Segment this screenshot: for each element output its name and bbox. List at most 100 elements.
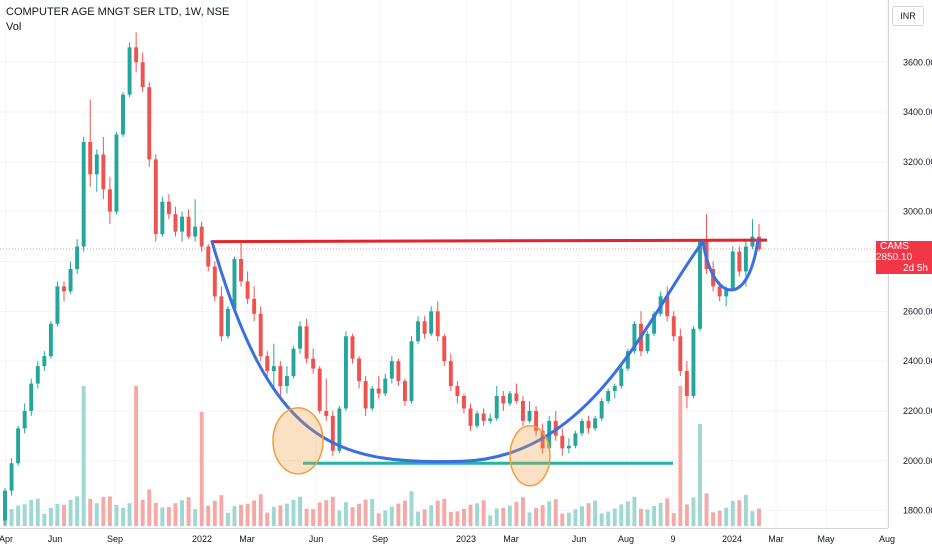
candle-body	[678, 336, 683, 372]
candle-body	[9, 463, 14, 491]
volume-bar	[383, 510, 388, 526]
candle-body	[3, 490, 7, 521]
y-tick-label: 2000.00	[903, 456, 932, 466]
volume-bar	[547, 501, 552, 526]
x-tick-label: Mar	[768, 534, 784, 544]
volume-bar	[632, 496, 637, 526]
candle-body	[730, 251, 735, 289]
volume-bar	[619, 504, 624, 526]
candle-body	[717, 286, 722, 297]
volume-bar	[324, 500, 329, 526]
candle-body	[481, 413, 486, 421]
price-tag-symbol: CAMS	[880, 241, 909, 253]
candle-body	[501, 396, 506, 404]
candle-body	[232, 259, 237, 309]
volume-bar	[311, 509, 316, 526]
candle-body	[245, 281, 250, 299]
volume-bar	[553, 499, 558, 526]
highlight-ellipse	[509, 425, 551, 487]
candle-body	[593, 418, 598, 429]
x-tick-label: 9	[670, 534, 675, 544]
candle-body	[396, 361, 401, 382]
last-price-tag: CAMS2850.10 2d 5h	[876, 241, 932, 275]
candle-body	[166, 201, 171, 215]
candle-body	[258, 313, 263, 357]
candle-body	[402, 381, 407, 401]
volume-bar	[55, 503, 60, 526]
candle-body	[743, 246, 748, 272]
volume-bar	[127, 503, 132, 526]
candle-body	[81, 141, 86, 247]
y-tick-label: 3200.00	[903, 157, 932, 167]
volume-bar	[475, 503, 480, 526]
candle-body	[298, 326, 303, 349]
candle-body	[291, 348, 296, 377]
volume-bar	[278, 505, 283, 526]
volume-bar	[507, 505, 512, 526]
volume-bar	[101, 497, 106, 526]
volume-bar	[599, 513, 604, 526]
volume-bar	[42, 513, 47, 526]
volume-bar	[199, 412, 204, 526]
candle-body	[140, 62, 145, 88]
candle-body	[199, 226, 204, 247]
candle-body	[435, 311, 440, 337]
candle-body	[580, 420, 584, 434]
volume-bar	[488, 515, 493, 526]
volume-bar	[357, 503, 362, 526]
volume-bar	[534, 508, 539, 526]
y-tick-label: 3600.00	[903, 57, 932, 67]
candle-body	[724, 288, 729, 297]
volume-bar	[291, 499, 296, 526]
volume-bar	[442, 498, 447, 526]
candle-body	[520, 400, 525, 421]
candle-body	[212, 266, 217, 297]
candle-body	[416, 321, 421, 342]
volume-bar	[153, 503, 158, 526]
volume-bar	[245, 503, 250, 526]
volume-bar	[62, 504, 66, 526]
volume-bar	[665, 498, 670, 526]
volume-bar	[448, 512, 453, 526]
candle-body	[304, 326, 309, 359]
x-tick-label: 2024	[722, 534, 742, 544]
candle-body	[429, 311, 434, 334]
chart-header: COMPUTER AGE MNGT SER LTD, 1W, NSE Vol	[6, 6, 229, 33]
candle-body	[612, 386, 617, 392]
volume-bar	[625, 501, 630, 526]
volume-bar	[652, 506, 657, 526]
candle-body	[180, 216, 184, 232]
volume-bar	[180, 500, 184, 526]
volume-bar	[586, 503, 591, 526]
x-tick-label: Aug	[879, 534, 895, 544]
candle-body	[324, 410, 329, 416]
volume-bar	[691, 497, 696, 526]
currency-button[interactable]: INR	[892, 6, 924, 26]
candle-body	[494, 396, 499, 419]
volume-bar	[81, 386, 86, 526]
candle-body	[75, 246, 80, 269]
volume-bar	[107, 496, 112, 526]
volume-bar	[166, 507, 171, 526]
volume-bar	[298, 496, 303, 526]
y-tick-label: 2400.00	[903, 356, 932, 366]
candle-body	[606, 391, 611, 401]
resistance-line	[211, 238, 768, 244]
candle-body	[645, 333, 650, 352]
volume-bar	[520, 497, 525, 526]
volume-bar	[330, 496, 335, 526]
volume-bar	[389, 506, 394, 526]
candle-body	[271, 366, 276, 372]
candle-body	[409, 341, 414, 401]
candle-body	[625, 351, 630, 369]
candle-body	[507, 393, 512, 404]
y-tick-label: 2200.00	[903, 406, 932, 416]
candle-body	[534, 410, 539, 431]
cup-curve	[210, 240, 705, 464]
candle-body	[488, 418, 493, 421]
candle-body	[68, 268, 73, 292]
candle-body	[29, 383, 34, 411]
volume-bar	[612, 508, 617, 526]
